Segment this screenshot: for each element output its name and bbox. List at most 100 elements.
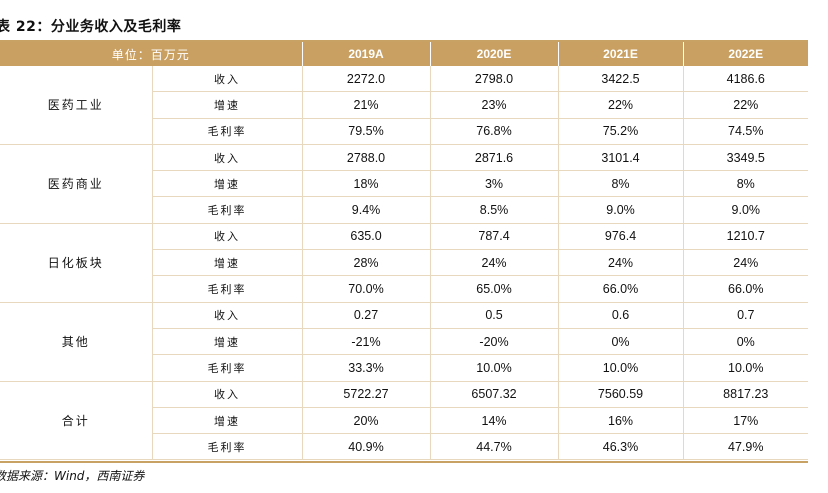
- value-cell: 8817.23: [683, 381, 809, 408]
- table-row: 日化板块 收入 635.0 787.4 976.4 1210.7: [0, 223, 809, 303]
- value-cell: 28%: [302, 249, 431, 277]
- revenue-margin-table: 单位：百万元 2019A 2020E 2021E 2022E 医药工业 收入 227…: [0, 42, 809, 461]
- segment-name: 医药工业: [0, 66, 153, 145]
- header-unit: 单位：百万元: [0, 42, 303, 66]
- value-cell: 0.7: [683, 302, 809, 329]
- metric-label: 增速: [152, 407, 303, 435]
- metric-label: 增速: [152, 328, 303, 356]
- metric-label: 毛利率: [152, 275, 303, 303]
- segment-name: 日化板块: [0, 223, 153, 303]
- value-cell: 75.2%: [558, 118, 684, 145]
- value-cell: 23%: [430, 91, 559, 119]
- value-cell: 74.5%: [683, 118, 809, 145]
- header-2021e: 2021E: [558, 42, 684, 66]
- table-row: 合计 收入 5722.27 6507.32 7560.59 8817.23: [0, 381, 809, 461]
- value-cell: 2871.6: [430, 144, 559, 172]
- table-row: 增速 18% 3% 8% 8%: [0, 170, 809, 198]
- value-cell: 10.0%: [683, 354, 809, 382]
- value-cell: 5722.27: [302, 381, 431, 408]
- value-cell: 20%: [302, 407, 431, 435]
- metric-label: 收入: [152, 223, 303, 251]
- source-note: 数据来源：Wind，西南证券: [0, 469, 145, 483]
- segment-name: 其他: [0, 302, 153, 382]
- value-cell: 2788.0: [302, 144, 431, 172]
- value-cell: 3%: [430, 170, 559, 198]
- value-cell: 79.5%: [302, 118, 431, 145]
- value-cell: 70.0%: [302, 275, 431, 303]
- value-cell: 635.0: [302, 223, 431, 251]
- value-cell: 17%: [683, 407, 809, 435]
- value-cell: 14%: [430, 407, 559, 435]
- table-row: 增速 20% 14% 16% 17%: [0, 407, 809, 435]
- table-row: 增速 21% 23% 22% 22%: [0, 91, 809, 119]
- table-title: 表 22：分业务收入及毛利率: [0, 19, 182, 35]
- table-row: 毛利率 79.5% 76.8% 75.2% 74.5%: [0, 118, 809, 145]
- value-cell: 0%: [683, 328, 809, 356]
- value-cell: 24%: [558, 249, 684, 277]
- metric-label: 增速: [152, 170, 303, 198]
- value-cell: 65.0%: [430, 275, 559, 303]
- value-cell: 44.7%: [430, 433, 559, 461]
- metric-label: 增速: [152, 91, 303, 119]
- value-cell: 8.5%: [430, 196, 559, 224]
- bottom-rule: [0, 461, 808, 463]
- value-cell: 9.0%: [558, 196, 684, 224]
- metric-label: 收入: [152, 302, 303, 329]
- value-cell: 787.4: [430, 223, 559, 251]
- value-cell: 21%: [302, 91, 431, 119]
- value-cell: -20%: [430, 328, 559, 356]
- value-cell: 10.0%: [558, 354, 684, 382]
- value-cell: 66.0%: [558, 275, 684, 303]
- metric-label: 收入: [152, 381, 303, 408]
- table-row: 其他 收入 0.27 0.5 0.6 0.7: [0, 302, 809, 382]
- metric-label: 毛利率: [152, 354, 303, 382]
- header-row: 单位：百万元 2019A 2020E 2021E 2022E: [0, 42, 809, 66]
- table-row: 增速 -21% -20% 0% 0%: [0, 328, 809, 356]
- header-2019a: 2019A: [302, 42, 431, 66]
- value-cell: 10.0%: [430, 354, 559, 382]
- table-row: 毛利率 33.3% 10.0% 10.0% 10.0%: [0, 354, 809, 382]
- value-cell: 0.5: [430, 302, 559, 329]
- value-cell: 8%: [558, 170, 684, 198]
- value-cell: 40.9%: [302, 433, 431, 461]
- value-cell: 3101.4: [558, 144, 684, 172]
- value-cell: 9.0%: [683, 196, 809, 224]
- table-row: 医药商业 收入 2788.0 2871.6 3101.4 3349.5: [0, 144, 809, 224]
- value-cell: 0%: [558, 328, 684, 356]
- value-cell: 66.0%: [683, 275, 809, 303]
- table-row: 医药工业 收入 2272.0 2798.0 3422.5 4186.6: [0, 66, 809, 145]
- value-cell: 22%: [558, 91, 684, 119]
- value-cell: 6507.32: [430, 381, 559, 408]
- table-row: 毛利率 40.9% 44.7% 46.3% 47.9%: [0, 433, 809, 461]
- segment-name: 医药商业: [0, 144, 153, 224]
- value-cell: 33.3%: [302, 354, 431, 382]
- value-cell: 3349.5: [683, 144, 809, 172]
- metric-label: 收入: [152, 66, 303, 93]
- value-cell: 46.3%: [558, 433, 684, 461]
- value-cell: 4186.6: [683, 66, 809, 93]
- top-rule: [0, 40, 808, 42]
- header-2022e: 2022E: [683, 42, 809, 66]
- table-row: 毛利率 70.0% 65.0% 66.0% 66.0%: [0, 275, 809, 303]
- value-cell: 24%: [430, 249, 559, 277]
- value-cell: 2798.0: [430, 66, 559, 93]
- metric-label: 毛利率: [152, 433, 303, 461]
- value-cell: 9.4%: [302, 196, 431, 224]
- metric-label: 增速: [152, 249, 303, 277]
- value-cell: 3422.5: [558, 66, 684, 93]
- value-cell: -21%: [302, 328, 431, 356]
- value-cell: 47.9%: [683, 433, 809, 461]
- value-cell: 976.4: [558, 223, 684, 251]
- value-cell: 8%: [683, 170, 809, 198]
- metric-label: 毛利率: [152, 196, 303, 224]
- value-cell: 76.8%: [430, 118, 559, 145]
- table-row: 增速 28% 24% 24% 24%: [0, 249, 809, 277]
- value-cell: 7560.59: [558, 381, 684, 408]
- value-cell: 1210.7: [683, 223, 809, 251]
- table-body: 医药工业 收入 2272.0 2798.0 3422.5 4186.6 增速 21% 23% 22…: [0, 66, 809, 461]
- value-cell: 0.27: [302, 302, 431, 329]
- value-cell: 2272.0: [302, 66, 431, 93]
- header-2020e: 2020E: [430, 42, 559, 66]
- segment-name: 合计: [0, 381, 153, 461]
- value-cell: 18%: [302, 170, 431, 198]
